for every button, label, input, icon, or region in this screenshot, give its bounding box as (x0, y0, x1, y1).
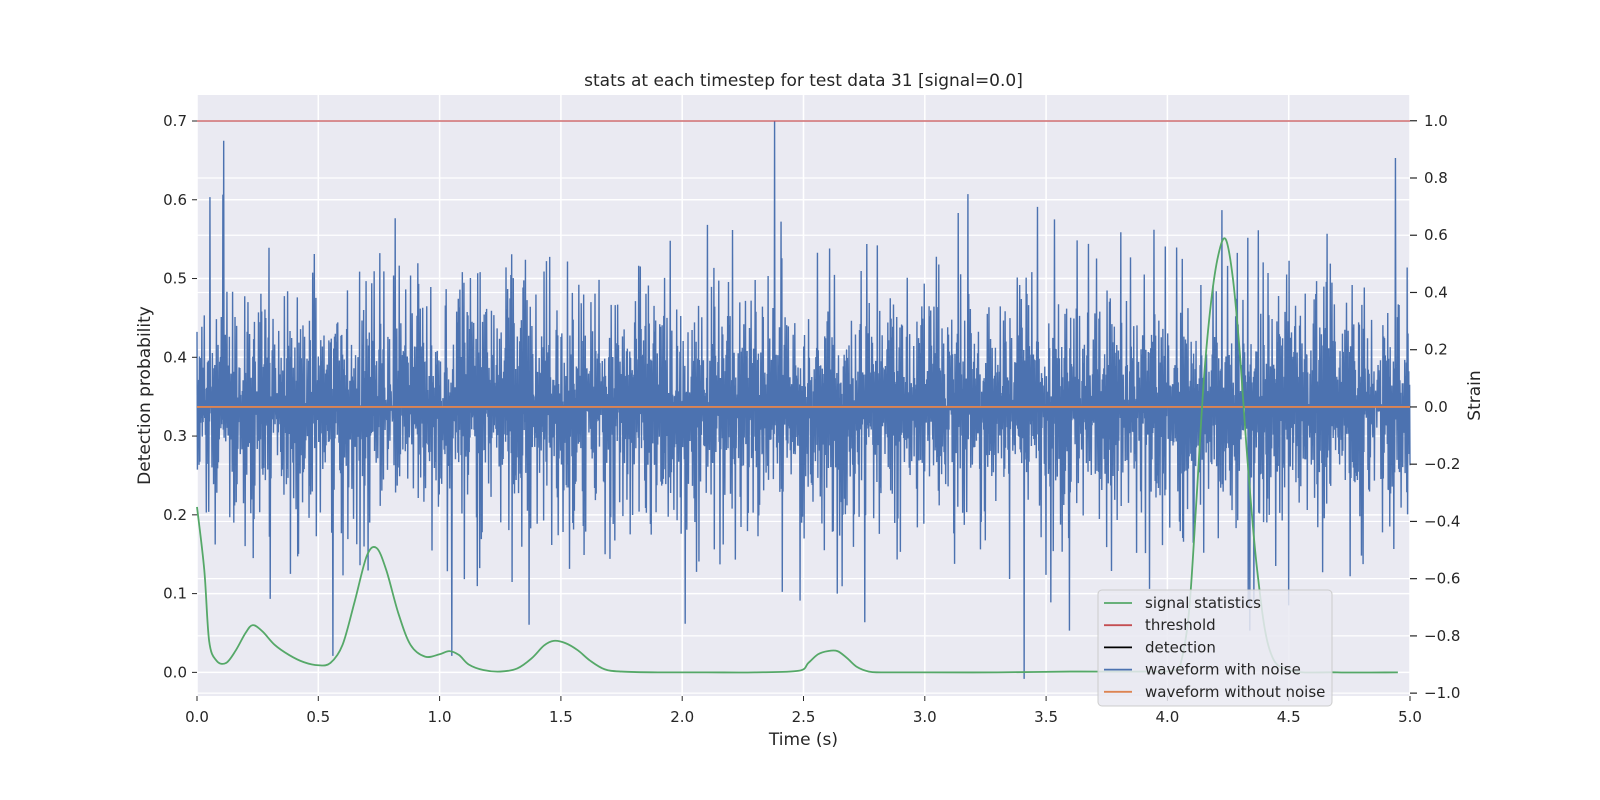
y-tick-label: 0.6 (163, 191, 187, 209)
y-tick-label: 0.7 (163, 112, 187, 130)
y-axis-label: Detection probability (135, 306, 155, 485)
x-axis-label: Time (s) (768, 730, 838, 750)
y2-tick-label: 0.8 (1424, 169, 1448, 187)
y2-tick-label: −0.4 (1424, 512, 1460, 530)
series-layer (196, 120, 1411, 679)
y2-tick-label: 0.4 (1424, 283, 1448, 301)
y-tick-label: 0.5 (163, 270, 187, 288)
x-tick-label: 3.0 (913, 708, 937, 726)
legend-box (1097, 589, 1333, 707)
axis-layer: 0.0 0.5 1.0 1.5 2.0 2.5 3.0 3.5 4.0 4.5 5.0 0.0 0.1 0… (163, 112, 1460, 726)
x-tick-label: 2.5 (792, 708, 816, 726)
y2-tick-label: −0.6 (1424, 570, 1460, 588)
chart-title: stats at each timestep for test data 31 … (584, 71, 1023, 91)
x-tick-label: 0.5 (306, 708, 330, 726)
y2-axis-label: Strain (1465, 370, 1485, 420)
y2-tick-label: −1.0 (1424, 684, 1460, 702)
series-waveform-with-noise (196, 120, 1411, 679)
y-tick-label: 0.0 (163, 663, 187, 681)
legend-label: signal statistics (1145, 594, 1261, 612)
legend-label: waveform without noise (1145, 683, 1325, 701)
x-tick-label: 4.5 (1277, 708, 1301, 726)
y2-tick-label: 0.6 (1424, 226, 1448, 244)
y2-tick-label: −0.2 (1424, 455, 1460, 473)
y-tick-label: 0.3 (163, 427, 187, 445)
legend-label: detection (1145, 638, 1216, 656)
series-signal-statistics (196, 237, 1398, 674)
x-tick-label: 2.0 (670, 708, 694, 726)
legend: signal statistics threshold detection wavef… (1097, 589, 1333, 707)
y2-tick-label: 0.2 (1424, 341, 1448, 359)
x-tick-label: 1.0 (428, 708, 452, 726)
y-tick-label: 0.1 (163, 585, 187, 603)
legend-label: waveform with noise (1145, 661, 1301, 679)
x-tick-label: 4.0 (1155, 708, 1179, 726)
y2-tick-label: 1.0 (1424, 112, 1448, 130)
y2-tick-label: 0.0 (1424, 398, 1448, 416)
y-tick-label: 0.4 (163, 348, 187, 366)
legend-label: threshold (1145, 616, 1216, 634)
y-tick-label: 0.2 (163, 506, 187, 524)
x-tick-label: 1.5 (549, 708, 573, 726)
x-tick-label: 3.5 (1034, 708, 1058, 726)
y2-tick-label: −0.8 (1424, 627, 1460, 645)
x-tick-label: 0.0 (185, 708, 209, 726)
x-tick-label: 5.0 (1398, 708, 1422, 726)
